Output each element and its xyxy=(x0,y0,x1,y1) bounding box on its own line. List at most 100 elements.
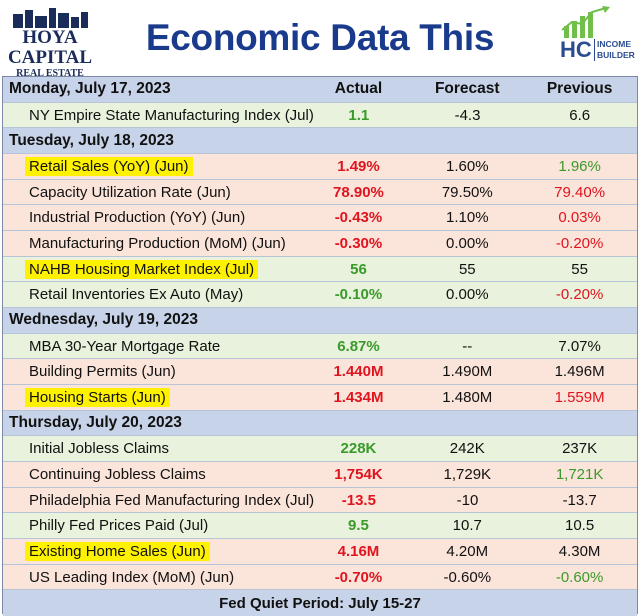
footer-note: Fed Quiet Period: July 15-27 xyxy=(3,590,637,616)
logo-left-name: HOYA CAPITAL xyxy=(7,27,93,68)
previous-value: 1.96% xyxy=(558,157,601,175)
actual-value: 1.49% xyxy=(337,157,380,175)
indicator-name: US Leading Index (MoM) (Jun) xyxy=(29,568,235,586)
actual-value: 1.434M xyxy=(333,388,384,406)
logo-right-line2: BUILDER xyxy=(597,50,635,60)
actual-value: 1,754K xyxy=(334,465,383,483)
income-builder-logo: HC INCOME BUILDER xyxy=(558,4,638,72)
highlighted-indicator-label: Retail Sales (YoY) (Jun) xyxy=(25,156,193,176)
forecast-value: 1,729K xyxy=(443,465,492,483)
indicator-name: Building Permits (Jun) xyxy=(29,363,176,381)
actual-value: -13.5 xyxy=(341,491,376,509)
logo-right-initials: HC xyxy=(560,37,592,62)
indicator-name: Initial Jobless Claims xyxy=(29,440,170,458)
previous-value: 10.5 xyxy=(564,517,595,535)
section-header-row: Monday, July 17, 2023 Actual Forecast Previ… xyxy=(3,77,637,103)
previous-value: 4.30M xyxy=(558,542,601,560)
indicator-name: Philly Fed Prices Paid (Jul) xyxy=(29,517,209,535)
forecast-value: -4.3 xyxy=(454,106,481,124)
actual-value: 1.1 xyxy=(348,106,370,124)
forecast-value: 4.20M xyxy=(446,542,489,560)
highlighted-indicator-label: Housing Starts (Jun) xyxy=(25,387,170,407)
actual-value: 56 xyxy=(350,260,367,278)
forecast-value: -10 xyxy=(456,491,479,509)
indicator-name: Continuing Jobless Claims xyxy=(29,465,206,483)
indicator-name: Industrial Production (YoY) (Jun) xyxy=(29,209,246,227)
previous-value: -0.60% xyxy=(555,568,604,586)
actual-value: -0.43% xyxy=(334,209,383,227)
indicator-name: MBA 30-Year Mortgage Rate xyxy=(29,337,221,355)
forecast-value: 242K xyxy=(449,440,485,458)
table-row: Industrial Production (YoY) (Jun) -0.43% 1… xyxy=(3,205,637,232)
actual-value: -0.10% xyxy=(334,286,383,304)
previous-value: 6.6 xyxy=(569,106,591,124)
actual-value: -0.70% xyxy=(334,568,383,586)
previous-value: 1.496M xyxy=(554,363,605,381)
forecast-value: 0.00% xyxy=(446,286,489,304)
highlighted-indicator-label: Existing Home Sales (Jun) xyxy=(25,541,210,561)
indicator-name: NAHB Housing Market Index (Jul) xyxy=(3,257,305,282)
column-header-previous: Previous xyxy=(546,80,613,98)
indicator-name: Capacity Utilization Rate (Jun) xyxy=(29,183,231,201)
previous-value: -13.7 xyxy=(562,491,597,509)
section-header-row: Thursday, July 20, 2023 xyxy=(3,410,637,437)
section-day-label: Tuesday, July 18, 2023 xyxy=(9,131,174,149)
previous-value: 1.559M xyxy=(554,388,605,406)
section-day-label: Monday, July 17, 2023 xyxy=(9,80,171,98)
table-row: NY Empire State Manufacturing Index (Jul… xyxy=(3,102,637,129)
rising-chart-icon xyxy=(561,6,610,38)
page-title: Economic Data This Week xyxy=(145,17,495,114)
previous-value: 55 xyxy=(571,260,588,278)
actual-value: -0.30% xyxy=(334,234,383,252)
forecast-value: 1.60% xyxy=(446,157,489,175)
table-row: Continuing Jobless Claims 1,754K 1,729K 1,7… xyxy=(3,462,637,488)
forecast-value: 0.00% xyxy=(446,234,489,252)
table-row: MBA 30-Year Mortgage Rate 6.87% -- 7.07% xyxy=(3,333,637,360)
actual-value: 78.90% xyxy=(333,183,384,201)
section-day-label: Wednesday, July 19, 2023 xyxy=(9,311,198,329)
indicator-name: Manufacturing Production (MoM) (Jun) xyxy=(29,234,286,252)
forecast-value: 10.7 xyxy=(452,517,482,535)
indicator-name: Existing Home Sales (Jun) xyxy=(3,539,305,564)
actual-value: 228K xyxy=(340,440,377,458)
previous-value: 0.03% xyxy=(558,209,601,227)
section-day-label: Thursday, July 20, 2023 xyxy=(9,414,182,432)
actual-value: 9.5 xyxy=(348,517,369,535)
indicator-name: NY Empire State Manufacturing Index (Jul… xyxy=(29,106,314,124)
previous-value: 237K xyxy=(562,440,598,458)
column-header-actual: Actual xyxy=(334,80,383,98)
previous-value: -0.20% xyxy=(555,234,604,252)
indicator-name: Housing Starts (Jun) xyxy=(3,385,305,410)
forecast-value: -- xyxy=(462,337,473,355)
forecast-value: -0.60% xyxy=(443,568,492,586)
highlighted-indicator-label: NAHB Housing Market Index (Jul) xyxy=(25,259,259,279)
forecast-value: 1.480M xyxy=(442,388,493,406)
previous-value: -0.20% xyxy=(555,286,604,304)
table-row: Philadelphia Fed Manufacturing Index (Ju… xyxy=(3,487,637,514)
forecast-value: 55 xyxy=(458,260,476,278)
indicator-name: Retail Sales (YoY) (Jun) xyxy=(3,154,305,179)
economic-data-table: Monday, July 17, 2023 Actual Forecast Previ… xyxy=(2,76,638,616)
forecast-value: 1.490M xyxy=(442,363,493,381)
indicator-name: Philadelphia Fed Manufacturing Index (Ju… xyxy=(29,491,315,509)
logo-right-line1: INCOME xyxy=(597,39,631,49)
forecast-value: 1.10% xyxy=(446,209,489,227)
column-header-forecast: Forecast xyxy=(434,80,500,98)
table-row: Philly Fed Prices Paid (Jul) 9.5 10.7 10.5 xyxy=(3,513,637,540)
section-header-row: Wednesday, July 19, 2023 xyxy=(3,308,637,334)
previous-value: 1,721K xyxy=(555,465,604,483)
hoya-capital-logo: HOYA CAPITAL REAL ESTATE xyxy=(4,6,96,79)
table-row: Capacity Utilization Rate (Jun) 78.90% 79.… xyxy=(3,179,637,206)
table-row: Housing Starts (Jun) 1.434M 1.480M 1.559M xyxy=(3,385,637,411)
previous-value: 79.40% xyxy=(554,183,606,201)
table-row: Initial Jobless Claims 228K 242K 237K xyxy=(3,436,637,463)
actual-value: 1.440M xyxy=(333,363,384,381)
logo-left-sub: REAL ESTATE xyxy=(16,68,84,79)
table-row: Retail Inventories Ex Auto (May) -0.10% 0.… xyxy=(3,282,637,309)
table-row: Building Permits (Jun) 1.440M 1.490M 1.496M xyxy=(3,359,637,386)
table-row: Existing Home Sales (Jun) 4.16M 4.20M 4.30M xyxy=(3,539,637,565)
logo-right-text: INCOME BUILDER xyxy=(594,39,635,61)
indicator-name: Retail Inventories Ex Auto (May) xyxy=(29,286,244,304)
forecast-value: 79.50% xyxy=(441,183,493,201)
header: HOYA CAPITAL REAL ESTATE Economic Data T… xyxy=(0,0,640,114)
